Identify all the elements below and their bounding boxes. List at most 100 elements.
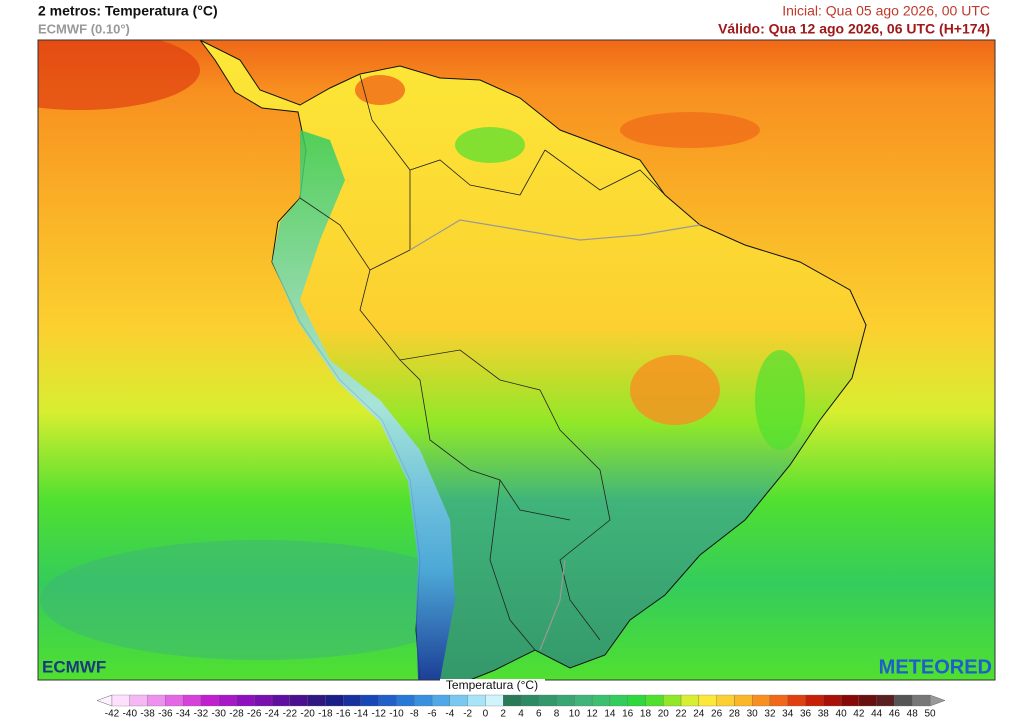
valid-time: Válido: Qua 12 ago 2026, 06 UTC (H+174): [718, 21, 990, 37]
colorbar-high-arrow: [929, 694, 946, 707]
colorbar-box: [218, 694, 237, 707]
colorbar-tick-label: 44: [871, 709, 883, 720]
colorbar-box: [752, 694, 771, 707]
andes: [272, 130, 455, 680]
colorbar-tick-label: 12: [587, 709, 599, 720]
colorbar-box: [627, 694, 646, 707]
initial-time: Inicial: Qua 05 ago 2026, 00 UTC: [782, 3, 990, 19]
colorbar-tick-label: -26: [247, 709, 262, 720]
ecmwf-logo: ECMWF: [42, 657, 106, 676]
colorbar-tick-label: 40: [836, 709, 848, 720]
colorbar-tick-label: -24: [265, 709, 280, 720]
colorbar-tick-label: 28: [729, 709, 741, 720]
colorbar: -42 -40 -38 -36 -34 -32 -30 -28 -26 -24 -22 -20 -18-…: [96, 694, 946, 720]
colorbar-box: [912, 694, 931, 707]
colorbar-tick-label: 38: [818, 709, 830, 720]
colorbar-tick-label: 2: [500, 709, 506, 720]
colorbar-tick-label: -30: [211, 709, 226, 720]
colorbar-tick-label: -22: [283, 709, 298, 720]
colorbar-box: [182, 694, 202, 707]
colorbar-tick-label: -16: [336, 709, 351, 720]
colorbar-tick-label: -40: [123, 709, 138, 720]
colorbar-tick-label: -42: [105, 709, 120, 720]
colorbar-box: [663, 694, 682, 707]
colorbar-box: [254, 694, 273, 707]
colorbar-tick-label: -36: [158, 709, 173, 720]
colorbar-tick-label: 50: [924, 709, 936, 720]
cool-area: [755, 350, 805, 450]
colorbar-box: [307, 694, 326, 707]
colorbar-label-bg: [440, 679, 545, 693]
colorbar-tick-label: 4: [518, 709, 524, 720]
colorbar-box: [360, 694, 379, 707]
colorbar-tick-label: 26: [711, 709, 723, 720]
colorbar-tick-label: 0: [483, 709, 489, 720]
colorbar-box: [574, 694, 593, 707]
colorbar-tick-label: -20: [300, 709, 315, 720]
colorbar-box: [858, 694, 877, 707]
warm-area: [38, 40, 200, 110]
colorbar-box: [591, 694, 611, 707]
map: [38, 40, 995, 680]
colorbar-box: [378, 694, 397, 707]
colorbar-tick-label: 14: [604, 709, 616, 720]
colorbar-tick-label: 36: [800, 709, 812, 720]
colorbar-box: [325, 694, 344, 707]
colorbar-box: [467, 694, 486, 707]
colorbar-box: [823, 694, 842, 707]
warm-area: [620, 112, 760, 148]
colorbar-box: [769, 694, 788, 707]
colorbar-box: [236, 694, 255, 707]
colorbar-box: [503, 694, 522, 707]
colorbar-box: [165, 694, 184, 707]
colorbar-tick-label: 6: [536, 709, 542, 720]
colorbar-tick-label: 18: [640, 709, 652, 720]
borders: [299, 74, 666, 651]
rivers: [409, 219, 701, 651]
colorbar-tick-label: 20: [658, 709, 670, 720]
colorbar-box: [787, 694, 806, 707]
colorbar-tick-label: 10: [569, 709, 581, 720]
colorbar-box: [449, 694, 468, 707]
colorbar-box: [680, 694, 699, 707]
colorbar-box: [805, 694, 824, 707]
colorbar-tick-label: -38: [140, 709, 155, 720]
colorbar-tick-label: -34: [176, 709, 191, 720]
colorbar-box: [840, 694, 860, 707]
colorbar-tick-label: 42: [853, 709, 865, 720]
model-label: ECMWF (0.10°): [38, 21, 130, 36]
colorbar-box: [147, 694, 166, 707]
colorbar-tick-label: 34: [782, 709, 794, 720]
colorbar-tick-label: 48: [907, 709, 919, 720]
colorbar-tick-label: -2: [463, 709, 472, 720]
colorbar-tick-label: -28: [229, 709, 244, 720]
colorbar-box: [698, 694, 717, 707]
colorbar-box: [520, 694, 539, 707]
colorbar-label: Temperatura (°C): [446, 678, 538, 692]
colorbar-box: [556, 694, 575, 707]
colorbar-box: [894, 694, 913, 707]
colorbar-tick-label: -14: [354, 709, 369, 720]
colorbar-low-arrow: [96, 694, 113, 707]
colorbar-box: [343, 694, 362, 707]
colorbar-tick-label: -32: [194, 709, 209, 720]
colorbar-tick-label: -10: [389, 709, 404, 720]
colorbar-tick-label: 46: [889, 709, 901, 720]
colorbar-box: [431, 694, 451, 707]
colorbar-tick-label: 24: [693, 709, 705, 720]
continent: [199, 40, 867, 680]
colorbar-tick-label: 22: [675, 709, 687, 720]
colorbar-box: [129, 694, 148, 707]
colorbar-tick-label: 32: [764, 709, 776, 720]
colorbar-box: [111, 694, 130, 707]
cool-area: [455, 127, 525, 163]
colorbar-tick-label: 8: [554, 709, 560, 720]
map-title: 2 metros: Temperatura (°C): [38, 3, 218, 19]
colorbar-box: [716, 694, 735, 707]
colorbar-box: [289, 694, 308, 707]
colorbar-tick-label: -4: [445, 709, 454, 720]
colorbar-box: [271, 694, 290, 707]
colorbar-box: [538, 694, 557, 707]
